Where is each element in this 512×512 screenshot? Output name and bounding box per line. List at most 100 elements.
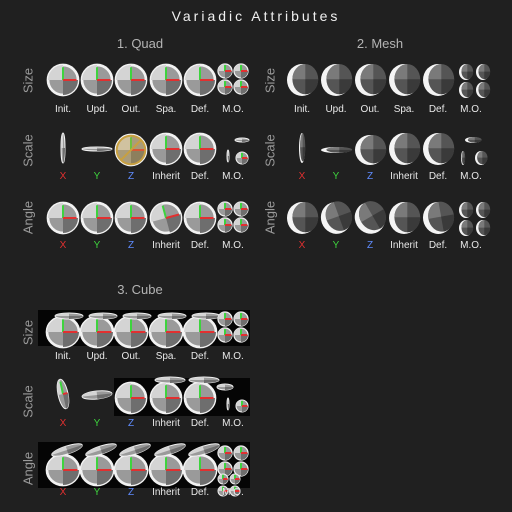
mesh-scale-z [355, 135, 387, 165]
quad-angle-mo-2 [217, 217, 233, 233]
cube-angle-label-3: Inherit [152, 487, 180, 498]
mesh-size-label-3: Spa. [393, 104, 415, 115]
row-label-angle-quad: Angle [20, 200, 36, 235]
cube-size-label-2: Out. [121, 351, 141, 362]
cube-angle-top-2 [119, 443, 151, 457]
cube-scale-label-0: X [59, 418, 67, 429]
mesh-angle-label-1: Y [332, 240, 340, 251]
cube-size-top-4 [191, 312, 221, 320]
cube-scale-top-1 [188, 376, 220, 384]
cube-size-mo-1 [233, 311, 249, 327]
cube-scale-label-4: Def. [190, 418, 210, 429]
cube-angle-sprite-2 [113, 453, 149, 487]
cube-angle-mo2-3 [229, 485, 241, 497]
mesh-scale-y [321, 147, 353, 153]
cube-size-sprite-2 [113, 315, 149, 349]
quad-size-label-0: Init. [54, 104, 72, 115]
cube-angle-top-1 [85, 443, 117, 457]
cube-size-label-1: Upd. [86, 351, 108, 362]
section-title-quad: 1. Quad [116, 36, 164, 51]
cube-angle-mo-0 [217, 445, 233, 461]
quad-size-sprite-1 [80, 63, 114, 97]
quad-angle-label-5: M.O. [222, 240, 244, 251]
mesh-size-label-4: Def. [428, 104, 448, 115]
cube-angle-top-3 [154, 443, 186, 457]
mesh-scale-label-0: X [298, 171, 306, 182]
mesh-angle-mo-0 [459, 202, 474, 218]
quad-size-mo-0 [217, 63, 233, 79]
mesh-size-sprite-0 [287, 64, 319, 96]
row-label-angle-cube: Angle [20, 451, 36, 486]
quad-size-mo-2 [217, 79, 233, 95]
quad-angle-label-0: X [59, 240, 67, 251]
mesh-scale-inherit [389, 133, 421, 165]
mesh-size-mo-0 [459, 64, 474, 80]
cube-scale-def [183, 381, 217, 415]
quad-angle-sprite-3 [149, 201, 183, 235]
quad-scale-label-1: Y [93, 171, 101, 182]
cube-size-top-1 [88, 312, 118, 320]
cube-angle-sprite-0 [45, 453, 81, 487]
quad-scale-label-3: Inherit [152, 171, 180, 182]
quad-scale-label-4: Def. [190, 171, 210, 182]
cube-angle-label-1: Y [93, 487, 101, 498]
cube-scale-label-5: M.O. [222, 418, 244, 429]
quad-scale-label-2: Z [127, 171, 135, 182]
quad-size-label-5: M.O. [222, 104, 244, 115]
mesh-size-sprite-2 [355, 64, 387, 96]
cube-size-sprite-1 [79, 315, 115, 349]
quad-scale-mo-0 [234, 137, 250, 143]
quad-angle-label-1: Y [93, 240, 101, 251]
cube-size-label-4: Def. [190, 351, 210, 362]
quad-scale-x [60, 132, 66, 164]
section-title-cube: 3. Cube [117, 282, 163, 297]
mesh-angle-sprite-1 [320, 201, 352, 234]
quad-size-sprite-2 [114, 63, 148, 97]
cube-angle-mo-2 [217, 461, 233, 477]
cube-size-label-5: M.O. [222, 351, 244, 362]
cube-angle-mo-1 [233, 445, 249, 461]
cube-size-label-3: Spa. [155, 351, 177, 362]
cube-size-mo-2 [217, 327, 233, 343]
cube-scale-x [56, 378, 70, 410]
cube-scale-y [81, 390, 113, 400]
mesh-size-label-2: Out. [360, 104, 380, 115]
mesh-size-sprite-4 [423, 64, 455, 96]
mesh-angle-label-2: Z [366, 240, 374, 251]
quad-angle-sprite-0 [46, 201, 80, 235]
mesh-size-label-5: M.O. [460, 104, 482, 115]
mesh-scale-label-3: Inherit [390, 171, 418, 182]
cube-size-label-0: Init. [54, 351, 72, 362]
mesh-angle-label-4: Def. [428, 240, 448, 251]
mesh-angle-mo-3 [476, 220, 491, 236]
mesh-angle-sprite-2 [354, 201, 386, 234]
quad-scale-label-0: X [59, 171, 67, 182]
quad-scale-label-5: M.O. [222, 171, 244, 182]
mesh-angle-label-0: X [298, 240, 306, 251]
mesh-scale-label-4: Def. [428, 171, 448, 182]
mesh-scale-label-2: Z [366, 171, 374, 182]
mesh-size-mo-3 [476, 82, 491, 98]
row-label-scale-quad: Scale [20, 134, 36, 167]
mesh-size-mo-1 [476, 64, 491, 80]
quad-size-sprite-3 [149, 63, 183, 97]
cube-size-sprite-0 [45, 315, 81, 349]
row-label-scale-cube: Scale [20, 385, 36, 418]
cube-angle-mo-3 [233, 461, 249, 477]
cube-scale-mo-2 [226, 397, 230, 411]
cube-angle-top-4 [188, 443, 220, 457]
mesh-angle-label-3: Inherit [390, 240, 418, 251]
page-title: Variadic Attributes [171, 8, 341, 24]
quad-angle-mo-1 [233, 201, 249, 217]
quad-angle-label-3: Inherit [152, 240, 180, 251]
cube-angle-mo2-2 [217, 485, 229, 497]
cube-angle-mo2-1 [229, 473, 241, 485]
mesh-angle-mo-1 [476, 202, 491, 218]
cube-size-mo-3 [233, 327, 249, 343]
cube-angle-label-0: X [59, 487, 67, 498]
cube-angle-mo2-0 [217, 473, 229, 485]
mesh-scale-label-5: M.O. [460, 171, 482, 182]
row-label-size-mesh: Size [262, 67, 278, 94]
cube-angle-top-0 [51, 443, 83, 457]
mesh-size-label-0: Init. [293, 104, 311, 115]
